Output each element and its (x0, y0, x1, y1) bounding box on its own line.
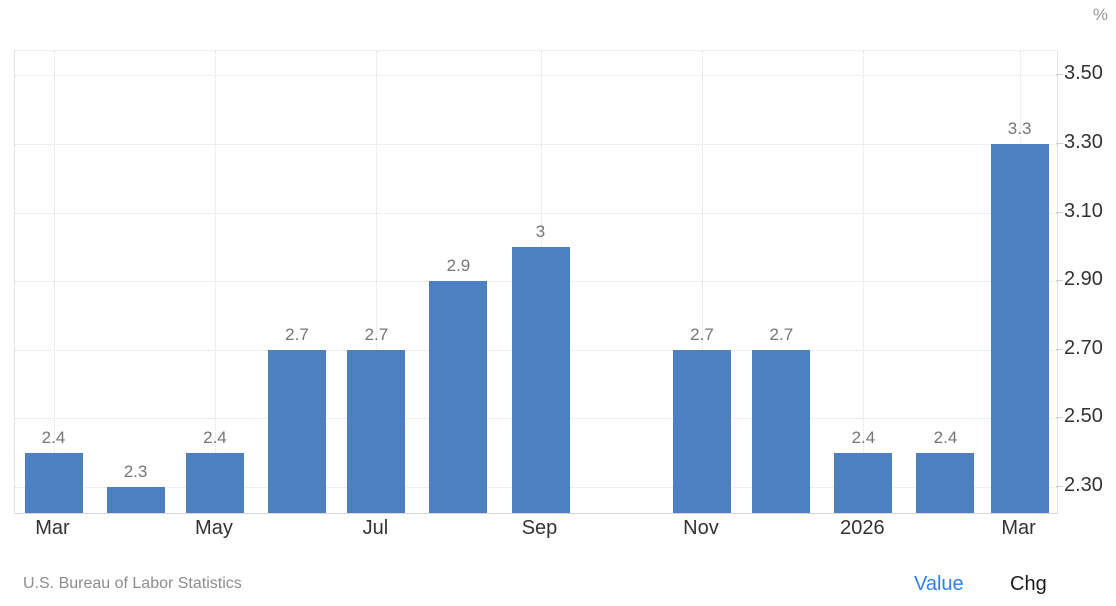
y-axis-tick (1056, 485, 1063, 487)
vertical-gridline (376, 51, 378, 513)
vertical-gridline (701, 51, 703, 513)
bar-value-label: 3.3 (1007, 118, 1032, 138)
y-axis-tick-label: 2.50 (1064, 405, 1103, 428)
vertical-gridline (53, 51, 55, 513)
y-axis-tick (1056, 417, 1063, 419)
horizontal-gridline (15, 212, 1057, 214)
bar-value-label: 2.3 (123, 461, 148, 481)
bar-apr-2025[interactable] (106, 486, 165, 513)
value-tab[interactable]: Value (914, 573, 964, 595)
bar-mar-2025[interactable] (24, 452, 83, 513)
bar-dec-2025[interactable] (752, 349, 811, 513)
y-axis-tick (1056, 348, 1063, 350)
bar-value-label: 2.7 (285, 324, 309, 344)
bar-nov-2025[interactable] (672, 349, 731, 513)
bar-mar-2026[interactable] (990, 143, 1049, 513)
plot-area: 2.4 2.3 2.4 2.7 2.7 2.9 3 2.7 2.7 2.4 2.4 3.3 (14, 50, 1058, 514)
bar-aug-2025[interactable] (429, 281, 488, 513)
x-axis-tick-label: May (195, 517, 233, 539)
bar-value-label: 3 (535, 221, 546, 241)
bar-jul-2025[interactable] (347, 349, 406, 513)
vertical-gridline (863, 51, 865, 513)
bar-value-label: 2.4 (851, 427, 876, 447)
y-axis-tick-label: 3.50 (1064, 62, 1103, 85)
bar-value-label: 2.7 (690, 324, 714, 344)
bar-value-label: 2.4 (933, 427, 958, 447)
vertical-gridline (214, 51, 216, 513)
bar-feb-2026[interactable] (916, 452, 975, 513)
bar-jun-2025[interactable] (268, 349, 326, 513)
y-axis-tick (1056, 74, 1063, 76)
x-axis-tick-label: Sep (521, 517, 558, 539)
y-axis-tick-label: 2.90 (1064, 268, 1103, 291)
x-axis-tick-label: Jul (362, 517, 389, 539)
x-axis-tick-label: 2026 (840, 517, 885, 539)
y-axis-tick-label: 3.30 (1064, 130, 1103, 153)
x-axis-tick-label: Nov (683, 517, 719, 539)
y-axis-tick (1056, 211, 1063, 213)
bar-may-2025[interactable] (185, 452, 244, 513)
y-axis-tick-label: 3.10 (1064, 199, 1103, 222)
bar-jan-2026[interactable] (834, 452, 893, 513)
chg-tab[interactable]: Chg (1010, 573, 1047, 595)
bar-value-label: 2.9 (446, 256, 471, 276)
y-axis-tick (1056, 280, 1063, 282)
bar-value-label: 2.7 (769, 324, 794, 344)
x-axis-tick-label: Mar (1001, 517, 1036, 539)
source-attribution: U.S. Bureau of Labor Statistics (23, 575, 242, 592)
bar-sep-2025[interactable] (511, 246, 570, 513)
horizontal-gridline (15, 75, 1057, 77)
y-axis-tick-label: 2.30 (1064, 473, 1103, 496)
bar-value-label: 2.4 (203, 427, 227, 447)
bar-value-label: 2.7 (364, 324, 389, 344)
y-axis-tick (1056, 142, 1063, 144)
horizontal-gridline (15, 143, 1057, 145)
y-axis-tick-label: 2.70 (1064, 336, 1103, 359)
x-axis-tick-label: Mar (35, 517, 70, 539)
bar-value-label: 2.4 (41, 427, 66, 447)
y-axis-unit-label: % (1092, 5, 1108, 24)
